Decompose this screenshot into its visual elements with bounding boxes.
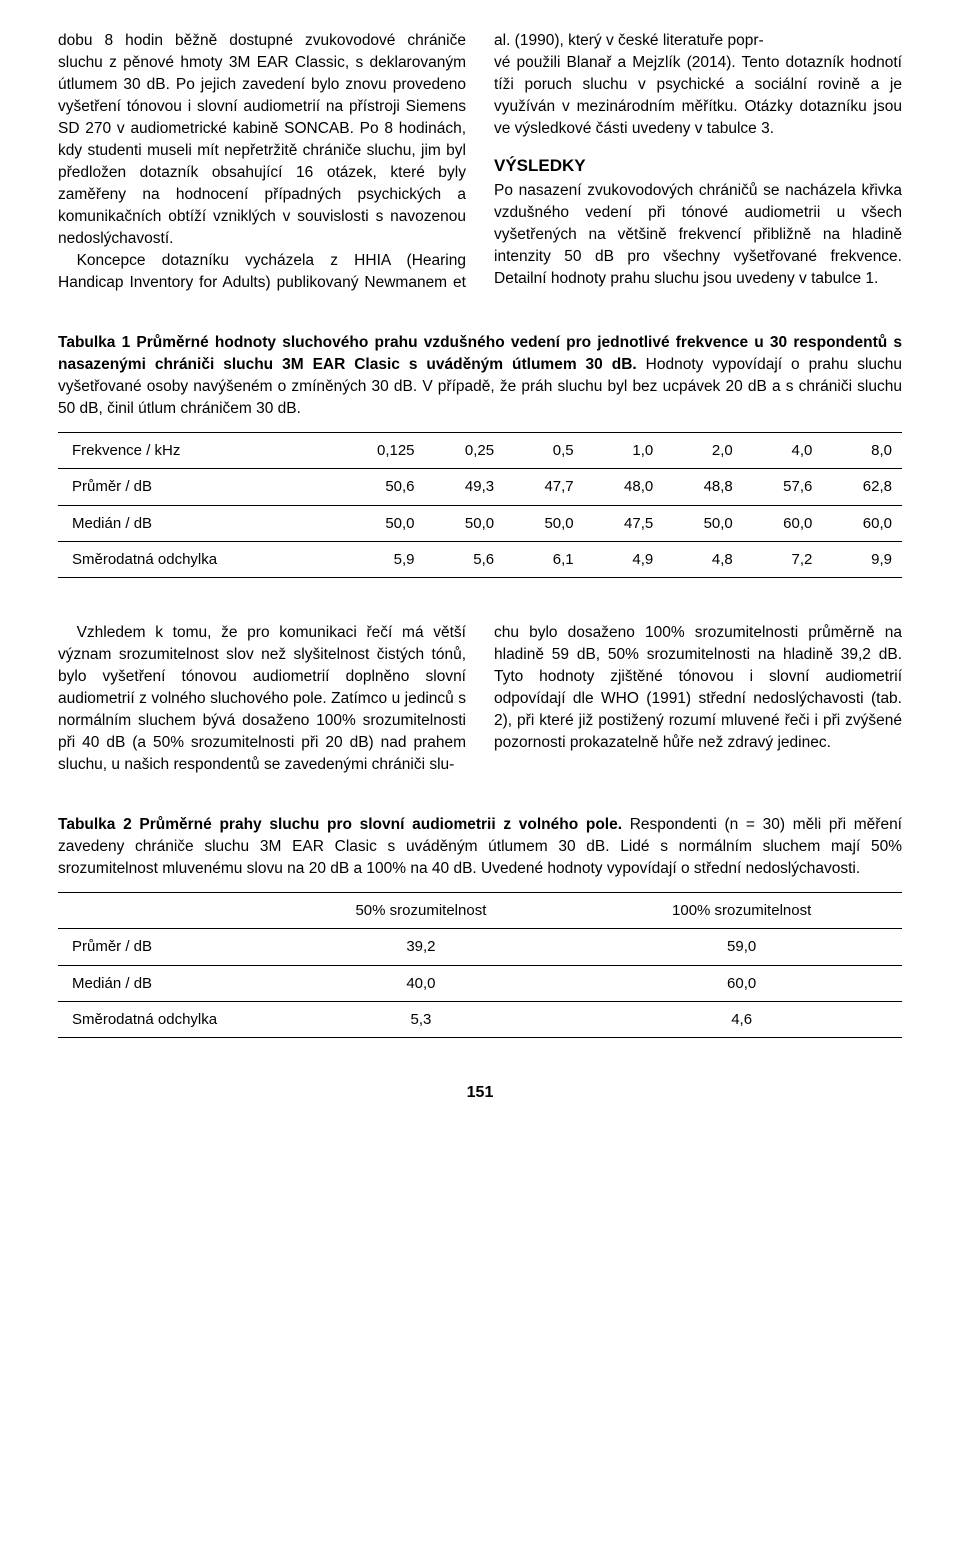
table-row: Medián / dB 40,0 60,0 [58,965,902,1001]
intro-right-p2: Po nasazení zvukovodových chráničů se na… [494,180,902,290]
table1-h3: 0,5 [504,433,584,469]
table-row: Směrodatná odchylka 5,3 4,6 [58,1002,902,1038]
table-row: Medián / dB 50,0 50,0 50,0 47,5 50,0 60,… [58,505,902,541]
table1-h0: Frekvence / kHz [58,433,331,469]
mid-columns: Vzhledem k tomu, že pro komunikaci řečí … [58,622,902,776]
table1-h5: 2,0 [663,433,743,469]
table2: 50% srozumitelnost 100% srozumitelnost P… [58,892,902,1038]
table1-h4: 1,0 [584,433,664,469]
results-heading: VÝSLEDKY [494,154,902,178]
table1-h1: 0,125 [331,433,424,469]
table2-h0 [58,893,261,929]
page-number: 151 [58,1082,902,1105]
table1: Frekvence / kHz 0,125 0,25 0,5 1,0 2,0 4… [58,432,902,578]
table1-caption: Tabulka 1 Průměrné hodnoty sluchového pr… [58,332,902,420]
table2-header-row: 50% srozumitelnost 100% srozumitelnost [58,893,902,929]
intro-left-p1: dobu 8 hodin běžně dostupné zvukovodové … [58,30,466,250]
table1-header-row: Frekvence / kHz 0,125 0,25 0,5 1,0 2,0 4… [58,433,902,469]
table-row: Průměr / dB 39,2 59,0 [58,929,902,965]
table2-caption-bold: Tabulka 2 Průměrné prahy sluchu pro slov… [58,816,622,833]
table1-h6: 4,0 [743,433,823,469]
table2-h1: 50% srozumitelnost [261,893,582,929]
intro-right-p1: vé použili Blanař a Mejzlík (2014). Tent… [494,52,902,140]
intro-columns: dobu 8 hodin běžně dostupné zvukovodové … [58,30,902,294]
table1-h2: 0,25 [425,433,505,469]
table2-caption: Tabulka 2 Průměrné prahy sluchu pro slov… [58,814,902,880]
table2-h2: 100% srozumitelnost [581,893,902,929]
table-row: Směrodatná odchylka 5,9 5,6 6,1 4,9 4,8 … [58,541,902,577]
mid-left: Vzhledem k tomu, že pro komunikaci řečí … [58,622,466,776]
table-row: Průměr / dB 50,6 49,3 47,7 48,0 48,8 57,… [58,469,902,505]
table1-h7: 8,0 [822,433,902,469]
mid-right: chu bylo dosaženo 100% srozumitelnosti p… [494,622,902,754]
